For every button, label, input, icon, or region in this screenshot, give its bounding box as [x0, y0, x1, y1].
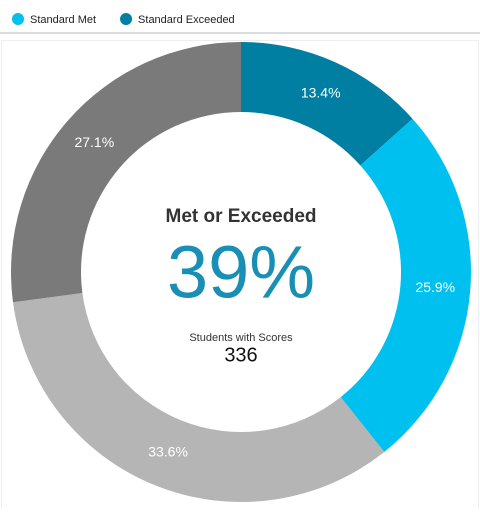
slice: [12, 293, 385, 502]
center-title: Met or Exceeded: [166, 206, 317, 227]
slice-label: 27.1%: [74, 134, 114, 150]
legend-swatch: [12, 13, 24, 25]
legend-label: Standard Met: [30, 14, 96, 26]
slice: [11, 42, 242, 303]
center-count: 336: [224, 344, 257, 366]
slice-label: 25.9%: [415, 279, 455, 295]
slice: [340, 118, 472, 452]
slice-label: 33.6%: [148, 444, 188, 460]
legend: Standard Met Standard Exceeded: [12, 13, 235, 26]
center-value: 39%: [167, 231, 315, 314]
legend-swatch: [120, 13, 133, 25]
slice-label: 13.4%: [301, 85, 341, 101]
slice: [241, 42, 413, 166]
center-subtitle: Students with Scores: [189, 332, 293, 344]
legend-label: Standard Exceeded: [138, 14, 235, 26]
